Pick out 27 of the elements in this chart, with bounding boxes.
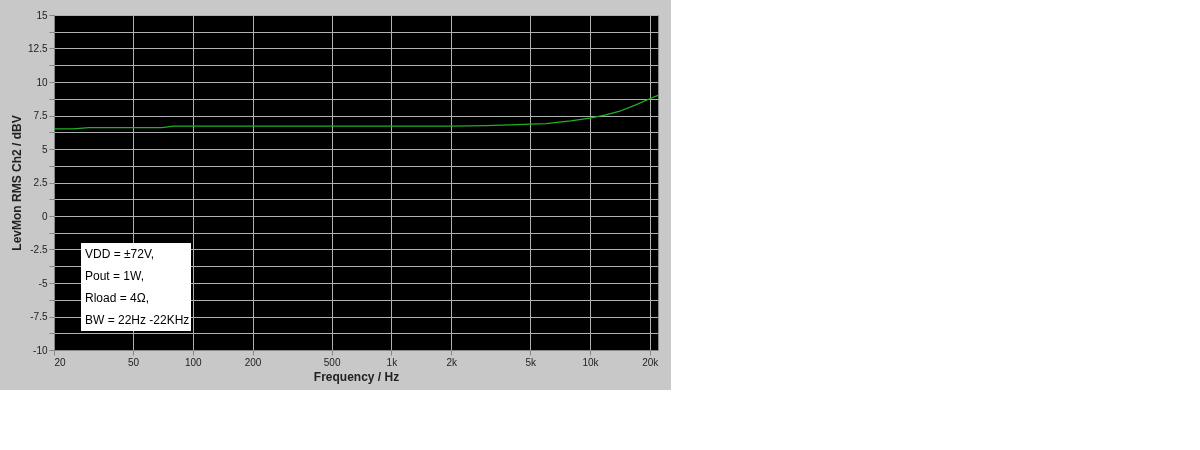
annotation: Rload = 4Ω, [85, 291, 150, 305]
y-tick-label: 10 [36, 76, 48, 88]
x-axis-title: Frequency / Hz [313, 369, 400, 384]
y-tick-label: -2.5 [30, 244, 48, 255]
y-tick-label: 15 [36, 9, 48, 21]
annotation: Pout = 1W, [85, 269, 145, 283]
x-tick-label: 200 [244, 356, 262, 368]
x-tick-label: 20 [54, 356, 67, 368]
y-tick-label: 5 [41, 143, 48, 155]
annotation: BW = 22Hz -22KHz [85, 313, 190, 327]
y-axis-title: LevMon RMS Ch2 / dBV [10, 115, 25, 251]
x-tick-label: 10k [582, 356, 600, 368]
annotation: VDD = ±72V, [85, 247, 155, 261]
y-tick-label: -10 [33, 344, 48, 356]
y-tick-label: -5 [38, 277, 48, 289]
x-tick-label: 100 [184, 356, 203, 368]
y-tick-label: -7.5 [30, 311, 48, 322]
x-tick-label: 50 [127, 356, 140, 368]
x-tick-label: 20k [642, 356, 660, 368]
y-tick-label: 7.5 [33, 110, 48, 121]
y-tick-label: 12.5 [28, 43, 48, 54]
x-tick-label: 2k [446, 356, 458, 368]
y-tick-label: 2.5 [33, 177, 48, 188]
x-tick-label: 500 [323, 356, 341, 368]
y-tick-label: 0 [41, 210, 48, 222]
x-tick-label: 1k [386, 356, 399, 368]
x-tick-label: 5k [525, 356, 537, 368]
